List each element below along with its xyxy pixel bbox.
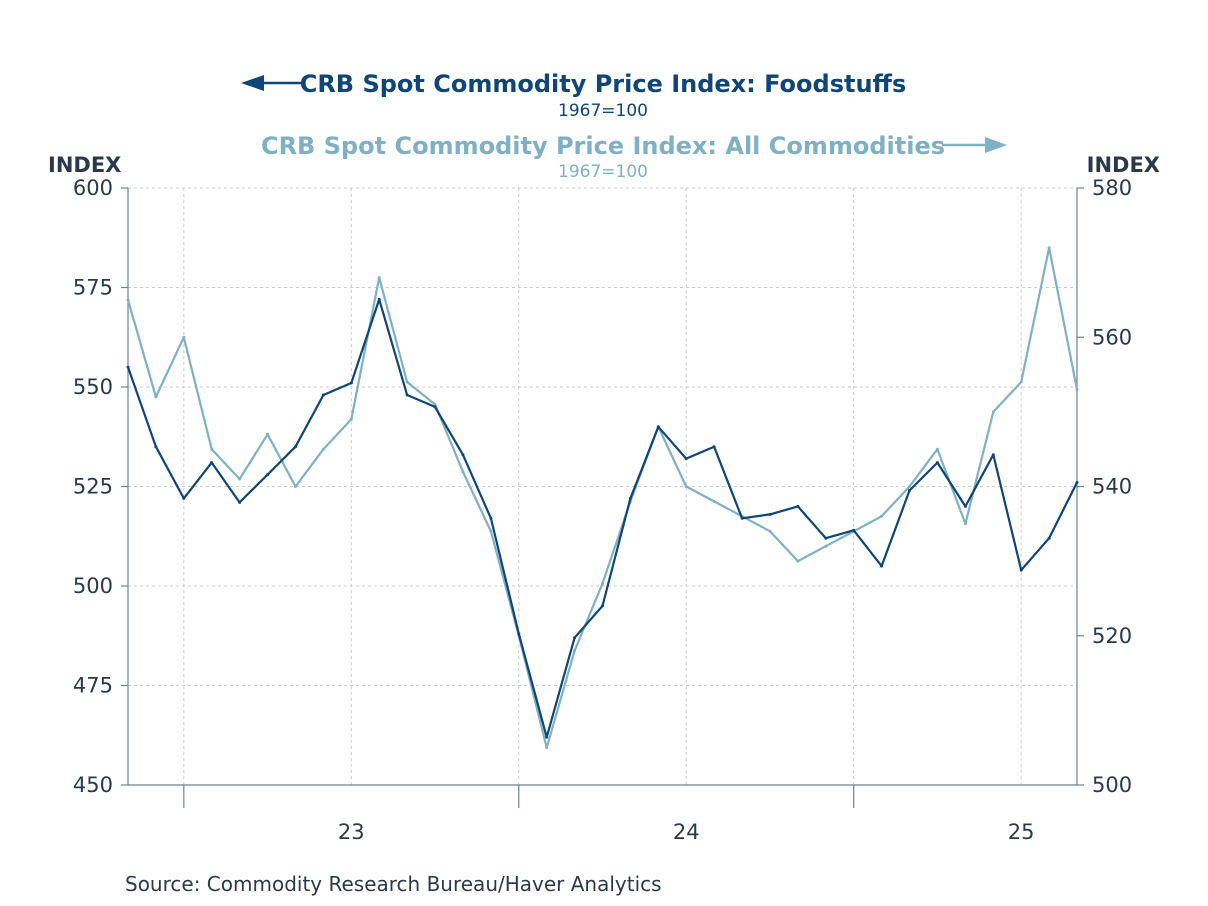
- data-point-foodstuffs: [321, 393, 325, 397]
- data-point-foodstuffs: [684, 457, 688, 461]
- data-point-foodstuffs: [238, 500, 242, 504]
- data-point-foodstuffs: [656, 425, 660, 429]
- source-note: Source: Commodity Research Bureau/Haver …: [125, 872, 662, 896]
- left-tick-label: 575: [73, 276, 113, 300]
- right-axis-ticks: 500 520 540 560 580: [1077, 176, 1132, 797]
- data-point-foodstuffs: [908, 489, 911, 492]
- data-point-all-commodities: [294, 485, 297, 488]
- data-point-foodstuffs: [1075, 481, 1079, 484]
- left-tick-label: 475: [73, 674, 113, 698]
- left-axis-title: INDEX: [48, 153, 121, 177]
- data-point-all-commodities: [126, 298, 130, 302]
- right-arrow-icon: [942, 137, 1007, 153]
- left-tick-label: 550: [73, 375, 113, 399]
- left-arrow-icon: [241, 75, 303, 91]
- data-point-foodstuffs: [712, 445, 716, 449]
- right-axis-title: INDEX: [1087, 153, 1160, 177]
- right-tick-label: 580: [1092, 176, 1132, 200]
- data-point-foodstuffs: [126, 365, 130, 369]
- data-point-foodstuffs: [349, 381, 353, 385]
- right-tick-label: 540: [1092, 475, 1132, 499]
- x-tick-label: 23: [338, 820, 365, 844]
- right-tick-label: 520: [1092, 624, 1132, 648]
- data-point-all-commodities: [935, 447, 939, 451]
- data-point-foodstuffs: [433, 405, 437, 409]
- data-point-foodstuffs: [154, 445, 158, 449]
- left-tick-label: 500: [73, 574, 113, 598]
- data-point-foodstuffs: [461, 453, 465, 457]
- data-point-all-commodities: [405, 380, 409, 384]
- data-point-all-commodities: [880, 514, 884, 518]
- left-tick-label: 525: [73, 475, 113, 499]
- data-point-foodstuffs: [517, 632, 521, 636]
- right-tick-label: 560: [1092, 325, 1132, 349]
- left-tick-label: 450: [73, 773, 113, 797]
- data-point-all-commodities: [321, 447, 325, 451]
- data-point-foodstuffs: [294, 445, 297, 449]
- data-point-foodstuffs: [963, 504, 967, 508]
- data-point-foodstuffs: [210, 461, 214, 465]
- data-point-foodstuffs: [601, 604, 604, 608]
- data-point-all-commodities: [963, 522, 967, 526]
- series-line-all-commodities: [126, 246, 1079, 749]
- series-2-title: CRB Spot Commodity Price Index: All Comm…: [261, 132, 945, 160]
- left-axis-ticks: 450 475 500 525 550 575 600: [73, 176, 128, 797]
- data-point-all-commodities: [908, 485, 911, 488]
- data-point-all-commodities: [210, 447, 214, 451]
- data-point-foodstuffs: [573, 636, 577, 640]
- data-point-foodstuffs: [489, 516, 493, 520]
- series-lines: [126, 246, 1079, 750]
- data-point-foodstuffs: [768, 512, 772, 516]
- data-point-all-commodities: [1047, 246, 1051, 250]
- data-point-all-commodities: [712, 499, 716, 503]
- data-point-all-commodities: [349, 417, 353, 421]
- data-point-foodstuffs: [880, 564, 884, 568]
- data-point-foodstuffs: [405, 393, 409, 397]
- left-tick-label: 600: [73, 176, 113, 200]
- data-point-all-commodities: [377, 276, 381, 280]
- data-point-foodstuffs: [266, 473, 270, 477]
- data-point-all-commodities: [768, 529, 772, 533]
- data-point-all-commodities: [601, 582, 604, 585]
- data-point-all-commodities: [433, 402, 437, 406]
- data-point-all-commodities: [684, 485, 688, 488]
- data-point-foodstuffs: [852, 528, 856, 532]
- data-point-foodstuffs: [796, 504, 800, 508]
- data-point-foodstuffs: [1019, 568, 1023, 572]
- data-point-all-commodities: [545, 746, 549, 750]
- x-axis-ticks: 23 24 25: [183, 785, 1035, 844]
- legend: CRB Spot Commodity Price Index: Foodstuf…: [241, 70, 1007, 182]
- series-1-title: CRB Spot Commodity Price Index: Foodstuf…: [300, 70, 907, 98]
- series-2-subtitle: 1967=100: [558, 162, 648, 182]
- data-point-foodstuffs: [1047, 536, 1051, 540]
- gridlines: [128, 187, 1077, 785]
- series-1-subtitle: 1967=100: [558, 101, 648, 121]
- data-point-all-commodities: [824, 544, 828, 548]
- series-line-foodstuffs: [126, 298, 1078, 739]
- data-point-all-commodities: [796, 559, 800, 563]
- right-tick-label: 500: [1092, 773, 1132, 797]
- x-tick-label: 25: [1008, 820, 1035, 844]
- data-point-all-commodities: [1075, 388, 1079, 391]
- data-point-foodstuffs: [628, 496, 632, 500]
- data-point-all-commodities: [991, 410, 995, 414]
- data-point-foodstuffs: [182, 496, 186, 500]
- x-tick-label: 24: [673, 820, 700, 844]
- data-point-foodstuffs: [740, 516, 744, 520]
- data-point-foodstuffs: [377, 297, 381, 301]
- data-point-all-commodities: [489, 529, 493, 533]
- data-point-all-commodities: [573, 649, 577, 653]
- data-point-all-commodities: [238, 477, 242, 481]
- data-point-all-commodities: [461, 470, 465, 474]
- data-point-all-commodities: [1019, 380, 1023, 384]
- data-point-foodstuffs: [991, 453, 995, 457]
- data-point-foodstuffs: [824, 536, 828, 540]
- data-point-all-commodities: [182, 335, 186, 339]
- data-point-foodstuffs: [545, 735, 549, 739]
- data-point-all-commodities: [154, 395, 158, 399]
- data-point-foodstuffs: [935, 461, 939, 465]
- data-point-all-commodities: [266, 432, 270, 436]
